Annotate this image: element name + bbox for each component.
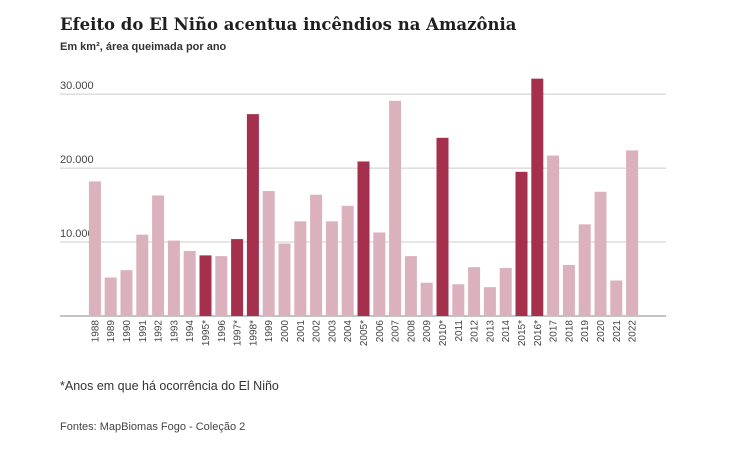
bar-1995-el-nino	[199, 255, 212, 316]
bar-2006	[373, 232, 386, 316]
bar-2004	[341, 205, 354, 316]
x-tick-label: 2004	[343, 320, 354, 343]
x-tick-label: 2021	[612, 320, 623, 343]
x-tick-label: 2000	[280, 320, 291, 343]
y-tick-label: 30.000	[60, 80, 94, 92]
bar-2007	[389, 100, 402, 316]
x-tick-label: 1995*	[201, 320, 212, 346]
x-tick-label: 1993	[169, 320, 180, 343]
x-tick-label: 1999	[264, 320, 275, 343]
bar-2000	[278, 243, 291, 316]
bar-2010-el-nino	[436, 137, 449, 316]
bar-2008	[404, 256, 417, 316]
bar-1988	[88, 181, 101, 316]
x-tick-label: 1996	[217, 320, 228, 343]
x-tick-labels: 1988 1989 1990 1991 1992 1993 1994 1995* 1996 199…	[90, 320, 638, 347]
x-tick-label: 1992	[154, 320, 165, 343]
bar-1990	[120, 270, 133, 316]
x-tick-label: 2007	[391, 320, 402, 343]
x-tick-label: 2020	[596, 320, 607, 343]
x-tick-label: 2011	[454, 320, 465, 342]
x-tick-label: 2002	[312, 320, 323, 343]
chart-title: Efeito do El Niño acentua incêndios na A…	[60, 15, 517, 34]
x-tick-label: 2008	[406, 320, 417, 343]
bar-2011	[452, 284, 465, 316]
bar-1992	[152, 195, 165, 316]
x-tick-label: 1988	[90, 320, 101, 343]
bar-2014	[499, 267, 512, 316]
x-tick-label: 2022	[628, 320, 639, 343]
bar-2015-el-nino	[515, 171, 528, 316]
x-tick-label: 2001	[296, 320, 307, 343]
bar-1999	[262, 191, 275, 316]
bar-2002	[310, 194, 323, 316]
bar-2012	[468, 267, 481, 316]
bar-1994	[183, 250, 196, 316]
source-credit: Fontes: MapBiomas Fogo - Coleção 2	[60, 421, 246, 433]
x-tick-label: 1998*	[248, 320, 259, 346]
chart-subtitle: Em km², área queimada por ano	[60, 41, 227, 53]
bar-2022	[626, 150, 639, 316]
x-tick-label: 2015*	[517, 320, 528, 346]
x-tick-label: 1990	[122, 320, 133, 343]
bar-2016-el-nino	[531, 78, 544, 317]
bars	[88, 78, 639, 317]
bar-1996	[215, 256, 228, 316]
y-tick-label: 20.000	[60, 154, 94, 166]
bar-2017	[547, 155, 560, 316]
x-tick-label: 2017	[549, 320, 560, 343]
bar-1997-el-nino	[231, 239, 244, 316]
x-tick-label: 1994	[185, 320, 196, 343]
bar-2018	[562, 264, 575, 316]
x-tick-label: 2010*	[438, 320, 449, 346]
x-tick-label: 2005*	[359, 320, 370, 346]
el-nino-footnote: *Anos em que há ocorrência do El Niño	[60, 379, 279, 393]
x-tick-label: 2014	[501, 320, 512, 343]
bar-1998-el-nino	[246, 114, 259, 317]
x-tick-label: 2019	[580, 320, 591, 343]
x-tick-label: 2013	[485, 320, 496, 343]
x-tick-label: 2012	[470, 320, 481, 343]
x-tick-label: 2009	[422, 320, 433, 343]
bar-2001	[294, 221, 307, 316]
bar-2005-el-nino	[357, 161, 370, 316]
bar-1993	[167, 240, 180, 316]
x-tick-label: 2016*	[533, 320, 544, 346]
x-tick-label: 1997*	[233, 320, 244, 346]
bar-1991	[136, 234, 149, 316]
bar-2019	[578, 224, 591, 316]
y-tick-label: 10.000	[60, 228, 94, 240]
bar-2020	[594, 191, 607, 316]
bar-2009	[420, 282, 433, 316]
x-tick-label: 2006	[375, 320, 386, 343]
x-tick-label: 1991	[138, 320, 149, 343]
bar-2003	[325, 221, 338, 316]
x-tick-label: 2003	[327, 320, 338, 343]
x-tick-label: 2018	[564, 320, 575, 343]
x-tick-label: 1989	[106, 320, 117, 343]
bar-1989	[104, 277, 117, 316]
bar-2013	[483, 287, 496, 316]
bar-2021	[610, 280, 623, 316]
